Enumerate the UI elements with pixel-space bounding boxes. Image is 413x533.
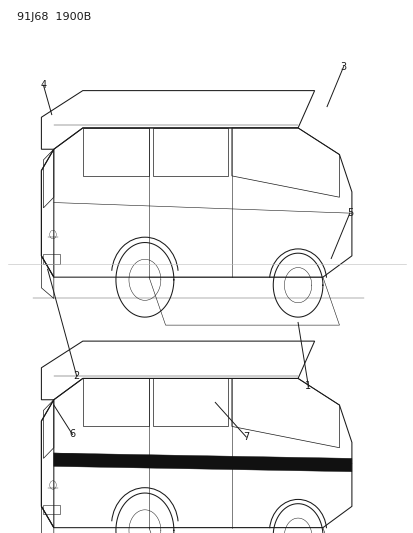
Bar: [43, 505, 60, 514]
Text: 4: 4: [40, 80, 46, 90]
Text: 6: 6: [69, 430, 75, 439]
Text: 2: 2: [73, 371, 80, 381]
Text: 5: 5: [346, 208, 352, 218]
Bar: [43, 254, 60, 264]
Polygon shape: [54, 453, 351, 472]
Text: 1: 1: [305, 382, 311, 391]
Text: 91J68  1900B: 91J68 1900B: [17, 12, 90, 22]
Text: 3: 3: [340, 62, 346, 71]
Text: 7: 7: [242, 432, 249, 442]
